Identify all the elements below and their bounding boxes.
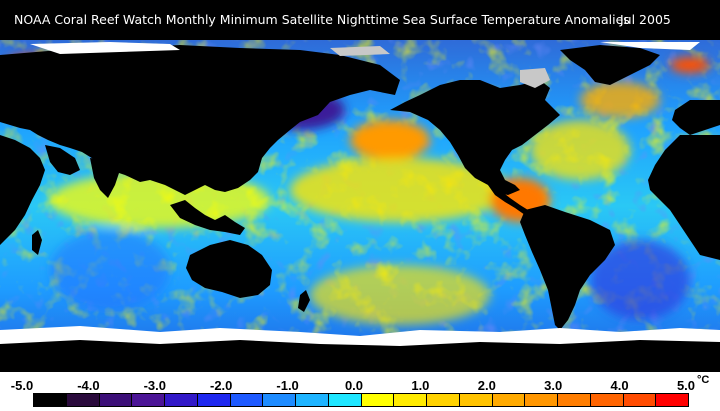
eurasia [0,45,400,195]
color-swatch [492,394,526,406]
color-bar [33,393,689,407]
color-swatch [99,394,133,406]
scale-tick-label: 4.0 [610,378,629,393]
color-swatch [558,394,591,406]
new-zealand [298,290,310,312]
scale-unit: °C [697,374,710,386]
color-swatch [296,394,329,406]
color-swatch [590,394,624,406]
color-swatch [394,394,427,406]
scale-tick-label: -4.0 [77,378,100,393]
map-title-bar: NOAA Coral Reef Watch Monthly Minimum Sa… [0,0,720,40]
hudson-bay-no-data [520,68,550,88]
continents [0,45,720,372]
greenland [560,45,660,85]
antarctic-ice [0,326,720,346]
color-swatch [132,394,165,406]
south-america [520,205,615,330]
arctic-ice-right [600,42,700,50]
scale-tick-label: -2.0 [209,378,233,393]
europe [672,100,720,135]
scale-tick-label: 0.0 [344,378,364,393]
africa-east [0,135,45,245]
color-swatch [361,394,395,406]
color-swatch [34,394,67,406]
color-swatch [427,394,460,406]
japan [254,120,270,148]
map-title: NOAA Coral Reef Watch Monthly Minimum Sa… [14,12,630,27]
color-scale: -5.0 -4.0 -3.0 -2.0 -1.0 0.0 1.0 2.0 3.0 4.0 5.0 °… [0,372,720,411]
australia [186,240,272,298]
antarctica [0,336,720,372]
scale-tick-label: -3.0 [143,378,166,393]
arctic-no-data [330,46,390,56]
color-swatch [263,394,296,406]
scale-tick-label: -1.0 [276,378,299,393]
color-swatch [230,394,264,406]
sea-ice [0,42,720,346]
southeast-asia-islands [170,200,245,235]
scale-tick-label: -5.0 [10,378,34,393]
map-date: Jul 2005 [620,12,671,27]
color-swatch [66,394,100,406]
arabia [45,145,80,175]
north-america [390,80,560,195]
madagascar [32,230,42,255]
color-swatch [623,394,657,406]
color-swatch [197,394,231,406]
arctic-ice-left [30,42,180,54]
scale-tick-label: 2.0 [477,378,496,393]
color-swatch [525,394,558,406]
scale-tick-label: 1.0 [411,378,430,393]
sst-anomaly-map [0,40,720,372]
scale-tick-label: 5.0 [676,378,696,393]
color-swatch [656,394,688,406]
central-america [488,185,528,215]
no-data [330,46,550,88]
color-swatch [328,394,362,406]
color-swatch [459,394,493,406]
india [90,158,120,198]
scale-tick-label: 3.0 [544,378,563,393]
color-swatch [165,394,198,406]
africa [648,135,720,260]
